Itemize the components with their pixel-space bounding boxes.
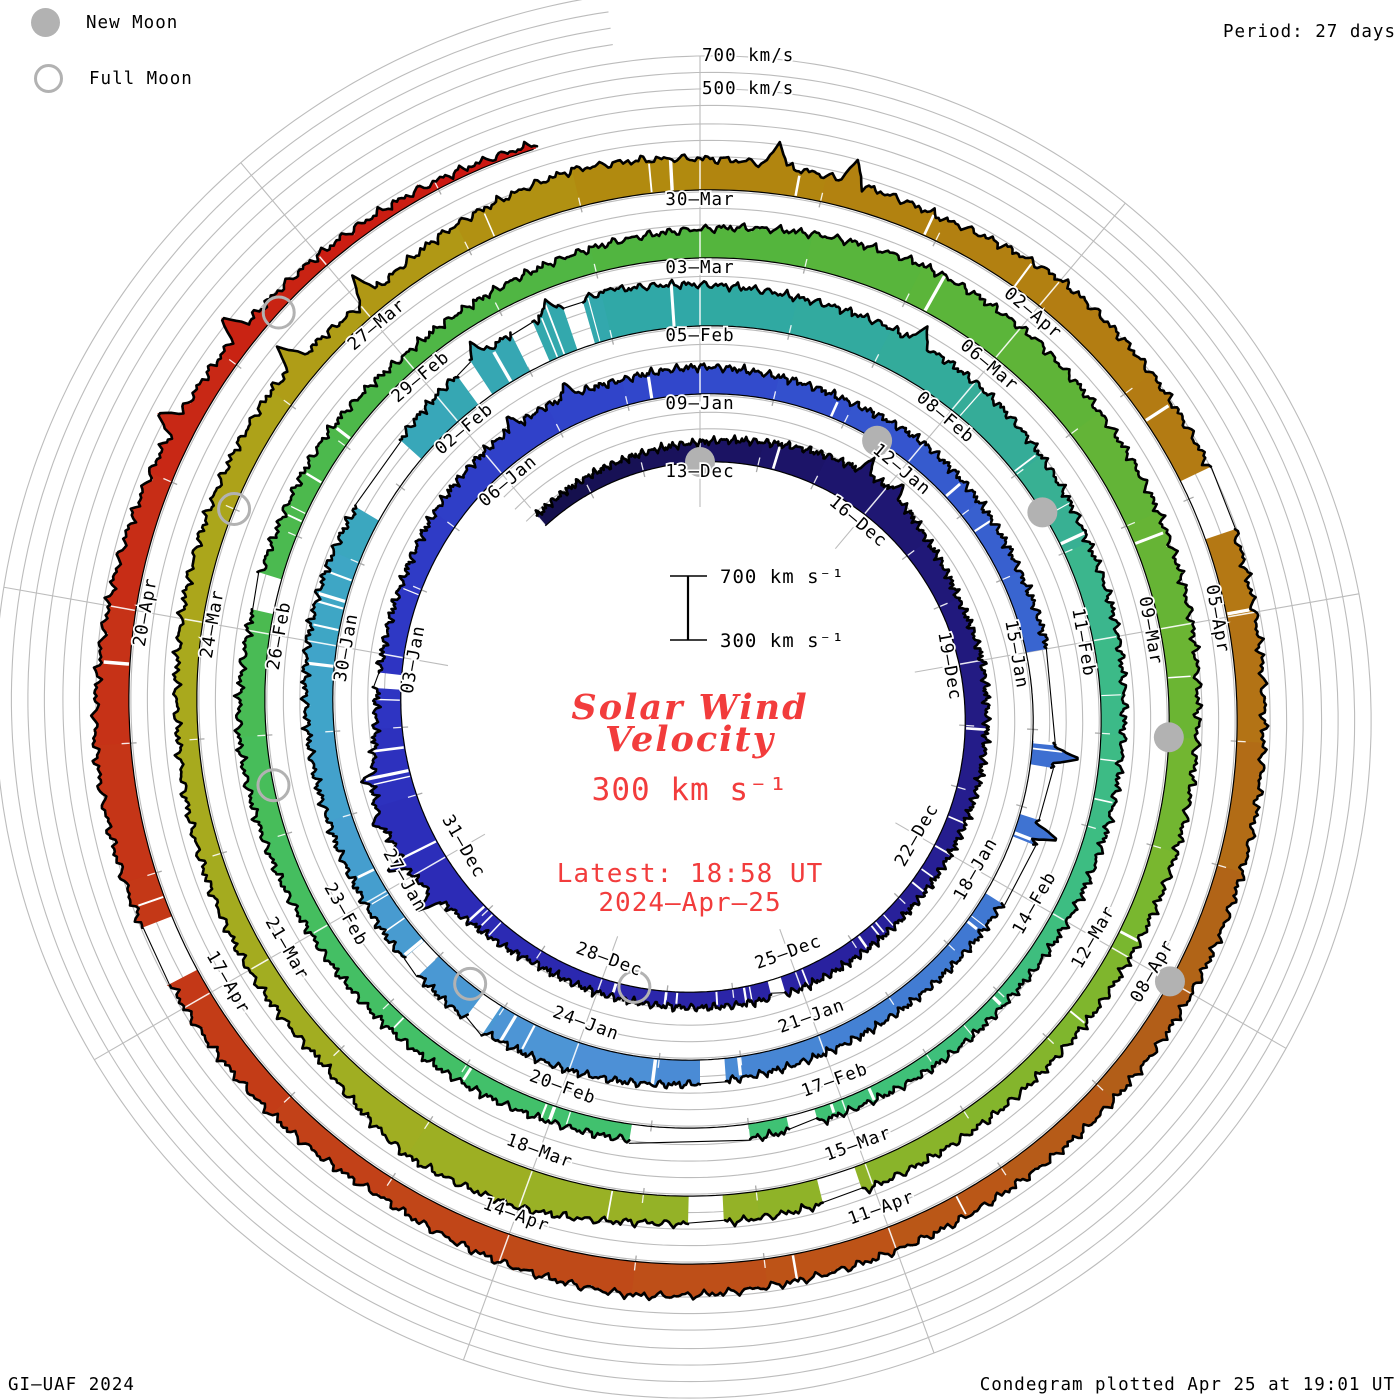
date-label: 05–Feb	[665, 326, 734, 346]
date-label: 13–Dec	[665, 462, 734, 482]
date-label: 26–Feb	[264, 600, 296, 672]
baseline-spiral	[128, 148, 1238, 1265]
full-moon-marker	[256, 768, 291, 803]
grid-level-label: 700 km/s	[702, 46, 794, 66]
new-moon-marker	[1027, 497, 1058, 528]
date-label: 03–Mar	[665, 258, 734, 278]
scalebar-bottom-label: 300 km s⁻¹	[720, 630, 844, 652]
latest-block: Latest: 18:58 UT 2024–Apr–25	[450, 860, 930, 918]
period-label: Period: 27 days	[1222, 22, 1396, 42]
chart-title-line1: Solar Wind	[571, 687, 809, 728]
full-moon-marker	[217, 492, 252, 527]
scalebar-top-label: 700 km s⁻¹	[720, 566, 844, 588]
scalebar: 700 km s⁻¹ 300 km s⁻¹	[670, 566, 844, 652]
credit-label: GI–UAF 2024	[8, 1375, 135, 1395]
full-moon-label: Full Moon	[89, 68, 193, 89]
new-moon-icon	[31, 8, 60, 37]
latest-date-label: 2024–Apr–25	[598, 888, 782, 918]
legend-full-moon: Full Moon	[34, 64, 193, 93]
new-moon-marker	[1154, 966, 1185, 997]
new-moon-marker	[1153, 722, 1184, 753]
baseline-value-label: 300 km s⁻¹	[591, 772, 789, 808]
moon-markers	[217, 295, 1185, 1004]
full-moon-icon	[34, 64, 63, 93]
full-moon-marker	[261, 295, 296, 330]
outer-grid-labels: 700 km/s 500 km/s	[700, 44, 795, 101]
chart-title-line2: Velocity	[605, 719, 775, 760]
date-label: 09–Jan	[665, 394, 734, 414]
velocity-trace	[89, 140, 1270, 1302]
grid-level-label: 500 km/s	[702, 79, 794, 99]
full-moon-marker	[617, 969, 652, 1004]
full-moon-marker	[453, 966, 488, 1001]
date-label: 30–Mar	[665, 190, 734, 210]
center-text-block: Solar Wind Velocity 300 km s⁻¹ Latest: 1…	[450, 687, 930, 918]
gap-connector-lines	[142, 301, 1237, 1224]
new-moon-label: New Moon	[86, 12, 179, 33]
new-moon-marker	[862, 425, 893, 456]
new-moon-marker	[685, 447, 715, 477]
plotted-timestamp-label: Condegram plotted Apr 25 at 19:01 UT	[979, 1375, 1395, 1395]
legend-new-moon: New Moon	[31, 8, 178, 37]
latest-time-label: Latest: 18:58 UT	[556, 859, 824, 889]
baseline	[128, 148, 1238, 1265]
dropout-slices	[103, 159, 1250, 1280]
